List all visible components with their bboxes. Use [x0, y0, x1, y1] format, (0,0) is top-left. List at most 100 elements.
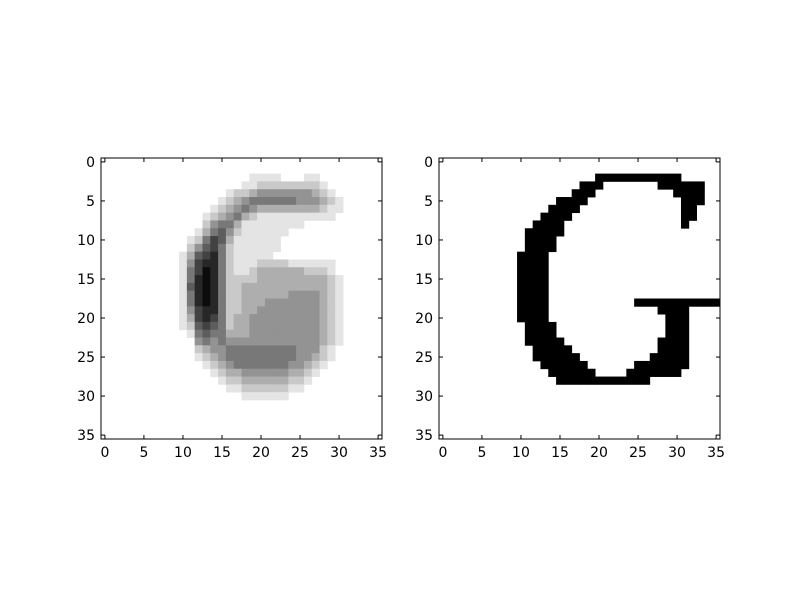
heatmap-cell [335, 298, 344, 307]
heatmap-cell [680, 189, 690, 198]
heatmap-cell [319, 360, 328, 370]
heatmap-cell [241, 275, 250, 284]
heatmap-cell [264, 267, 274, 276]
y-tick-label: 0 [424, 155, 433, 171]
heatmap-cell [272, 368, 281, 377]
heatmap-cell [311, 173, 320, 182]
heatmap-cell [296, 282, 305, 292]
heatmap-cell [540, 212, 549, 221]
heatmap-cell [272, 220, 281, 229]
heatmap-cell [296, 314, 305, 323]
heatmap-cell [548, 329, 557, 338]
heatmap-cell [264, 392, 274, 401]
heatmap-cell [272, 376, 281, 385]
heatmap-cell [218, 306, 227, 315]
x-tick-label: 0 [438, 445, 447, 461]
heatmap-cell [595, 376, 604, 385]
heatmap-cell [540, 298, 549, 307]
heatmap-cell [241, 220, 250, 229]
heatmap-cell [665, 329, 674, 338]
heatmap-cell [532, 290, 541, 299]
heatmap-cell [280, 345, 289, 354]
heatmap-cell [272, 212, 281, 221]
heatmap-cell [225, 267, 235, 276]
heatmap-cell [210, 267, 219, 276]
x-tick-label: 35 [369, 445, 387, 461]
heatmap-cell [288, 189, 297, 198]
heatmap-cell [524, 298, 534, 307]
heatmap-cell [296, 298, 305, 307]
heatmap-cell [194, 314, 203, 323]
heatmap-cell [249, 290, 258, 299]
heatmap-cell [210, 306, 219, 315]
heatmap-cell [210, 220, 219, 229]
heatmap-cell [548, 368, 557, 377]
heatmap-cell [517, 298, 526, 307]
heatmap-cell [524, 329, 534, 338]
heatmap-cell [233, 282, 242, 292]
heatmap-cell [680, 321, 690, 331]
heatmap-cell [688, 181, 697, 190]
heatmap-cell [194, 321, 203, 331]
y-tick-label: 15 [77, 272, 95, 288]
heatmap-cell [210, 345, 219, 354]
heatmap-cell [665, 173, 674, 182]
heatmap-cell [280, 314, 289, 323]
heatmap-cell [680, 337, 690, 346]
heatmap-cell [218, 353, 227, 362]
heatmap-cell [657, 345, 666, 354]
heatmap-cell [673, 353, 682, 362]
y-tick-label: 20 [415, 311, 433, 327]
heatmap-cell [218, 220, 227, 229]
heatmap-cell [524, 236, 534, 245]
heatmap-cell [264, 321, 274, 331]
heatmap-cell [194, 236, 203, 245]
heatmap-cell [665, 321, 674, 331]
heatmap-cell [249, 236, 258, 245]
x-tick-label: 20 [590, 445, 608, 461]
heatmap-cell [194, 228, 203, 237]
heatmap-cell [319, 212, 328, 221]
heatmap-cell [327, 306, 336, 315]
heatmap-cell [288, 353, 297, 362]
heatmap-cell [680, 314, 690, 323]
heatmap-cell [335, 329, 344, 338]
heatmap-cell [311, 275, 320, 284]
heatmap-cell [272, 259, 281, 268]
heatmap-cell [202, 236, 211, 245]
heatmap-cell [264, 275, 274, 284]
heatmap-cell [272, 275, 281, 284]
heatmap-cell [618, 173, 627, 182]
heatmap-cell [571, 204, 580, 214]
heatmap-cell [272, 204, 281, 214]
heatmap-cell [249, 298, 258, 307]
heatmap-cell [319, 290, 328, 299]
heatmap-cell [210, 282, 219, 292]
heatmap-cell [288, 384, 297, 393]
heatmap-cell [272, 243, 281, 253]
heatmap-cell [657, 353, 666, 362]
heatmap-cell [517, 267, 526, 276]
heatmap-cell [665, 360, 674, 370]
heatmap-cell [257, 275, 266, 284]
heatmap-cell [264, 345, 274, 354]
heatmap-cell [548, 353, 557, 362]
heatmap-cell [696, 189, 705, 198]
heatmap-cell [288, 181, 297, 190]
heatmap-cell [280, 376, 289, 385]
heatmap-cell [218, 290, 227, 299]
heatmap-cell [696, 298, 705, 307]
heatmap-cell [673, 189, 682, 198]
heatmap-cell [673, 173, 682, 182]
heatmap-cell [249, 259, 258, 268]
heatmap-cell [335, 204, 344, 214]
heatmap-cell [311, 197, 320, 206]
heatmap-cell [311, 282, 320, 292]
heatmap-cell [272, 181, 281, 190]
heatmap-cell [524, 306, 534, 315]
y-tick-label: 35 [415, 428, 433, 444]
heatmap-cell [540, 329, 549, 338]
heatmap-cell [680, 220, 690, 229]
heatmap-cell [194, 251, 203, 260]
heatmap-cell [225, 321, 235, 331]
